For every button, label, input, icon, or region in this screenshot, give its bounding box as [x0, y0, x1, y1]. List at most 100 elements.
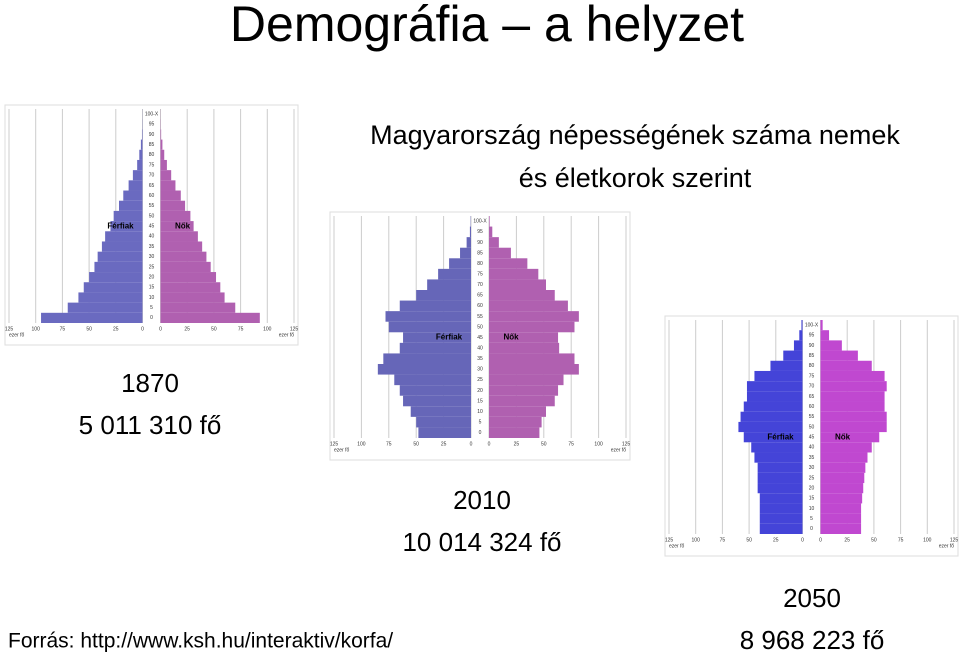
age-label: 20 — [477, 388, 483, 394]
bar — [141, 140, 143, 150]
bar — [821, 391, 885, 401]
age-label: 0 — [150, 315, 153, 321]
bar — [161, 201, 186, 211]
age-label: 70 — [477, 282, 483, 288]
x-tick-label: 25 — [184, 326, 190, 332]
bar — [438, 269, 471, 280]
bar — [821, 524, 862, 534]
age-label: 20 — [809, 485, 815, 491]
bar — [489, 385, 558, 396]
bar — [489, 343, 559, 354]
bar — [78, 292, 142, 302]
bar — [105, 231, 142, 241]
bar — [754, 371, 802, 381]
age-label: 60 — [149, 193, 155, 199]
age-label: 20 — [149, 274, 155, 280]
bar — [760, 493, 803, 503]
age-label: 50 — [149, 213, 155, 219]
bar — [98, 252, 143, 262]
x-tick-label: 50 — [541, 441, 547, 447]
bar — [449, 258, 471, 269]
series-label: Nők — [175, 221, 191, 230]
age-label: 100-X — [473, 219, 487, 225]
series-label: Nők — [835, 432, 851, 441]
x-unit: ezer fő — [279, 332, 295, 338]
year-label: 2010 — [453, 485, 511, 515]
bar — [460, 248, 471, 259]
bar — [821, 422, 887, 432]
bar — [489, 290, 555, 301]
bar — [821, 463, 866, 473]
bar — [123, 191, 142, 201]
x-tick-label: 75 — [386, 441, 392, 447]
bar — [161, 231, 198, 241]
subtitle: Magyarország népességének száma nemek — [370, 120, 900, 150]
bar — [758, 473, 803, 483]
age-label: 90 — [149, 132, 155, 138]
bar — [142, 129, 143, 139]
age-label: 30 — [477, 367, 483, 373]
bar — [821, 351, 858, 361]
x-tick-label: 100 — [263, 326, 272, 332]
age-label: 60 — [477, 303, 483, 309]
bar — [84, 282, 143, 292]
age-label: 10 — [477, 409, 483, 415]
bar — [161, 180, 176, 190]
bar — [411, 406, 471, 417]
bar — [161, 282, 221, 292]
bar — [489, 332, 558, 343]
x-tick-label: 25 — [844, 537, 850, 543]
bar — [489, 237, 499, 248]
age-label: 30 — [809, 465, 815, 471]
x-tick-label: 50 — [871, 537, 877, 543]
age-label: 45 — [477, 335, 483, 341]
bar — [161, 252, 207, 262]
bar — [137, 160, 142, 170]
x-tick-label: 25 — [773, 537, 779, 543]
bar — [821, 442, 872, 452]
bar — [400, 343, 471, 354]
age-label: 15 — [149, 285, 155, 291]
age-label: 25 — [477, 377, 483, 383]
age-label: 75 — [477, 271, 483, 277]
bar — [821, 330, 830, 340]
age-label: 75 — [149, 162, 155, 168]
x-tick-label: 0 — [159, 326, 162, 332]
age-label: 50 — [809, 424, 815, 430]
x-tick-label: 0 — [801, 537, 804, 543]
x-tick-label: 100 — [923, 537, 932, 543]
age-label: 40 — [149, 234, 155, 240]
x-tick-label: 50 — [746, 537, 752, 543]
bar — [161, 211, 191, 221]
subtitle: és életkorok szerint — [519, 163, 752, 193]
bar — [161, 129, 162, 139]
bar — [119, 201, 142, 211]
bar — [386, 311, 471, 322]
bar — [489, 216, 490, 227]
age-label: 70 — [149, 173, 155, 179]
x-tick-label: 100 — [357, 441, 366, 447]
age-label: 35 — [149, 244, 155, 250]
bar — [489, 406, 546, 417]
x-tick-label: 25 — [113, 326, 119, 332]
x-tick-label: 100 — [32, 326, 41, 332]
age-label: 40 — [477, 345, 483, 351]
bar — [738, 422, 802, 432]
series-label: Férfiak — [107, 221, 134, 230]
age-label: 55 — [149, 203, 155, 209]
x-tick-label: 25 — [514, 441, 520, 447]
bar — [489, 269, 538, 280]
x-tick-label: 75 — [720, 537, 726, 543]
bar — [821, 381, 887, 391]
bar — [489, 427, 539, 438]
age-label: 65 — [149, 183, 155, 189]
age-label: 25 — [149, 264, 155, 270]
bar — [467, 237, 471, 248]
bar — [114, 211, 143, 221]
age-label: 50 — [477, 324, 483, 330]
population-label: 5 011 310 fő — [79, 410, 222, 440]
age-label: 90 — [809, 343, 815, 349]
bar — [754, 452, 802, 462]
x-tick-label: 75 — [898, 537, 904, 543]
